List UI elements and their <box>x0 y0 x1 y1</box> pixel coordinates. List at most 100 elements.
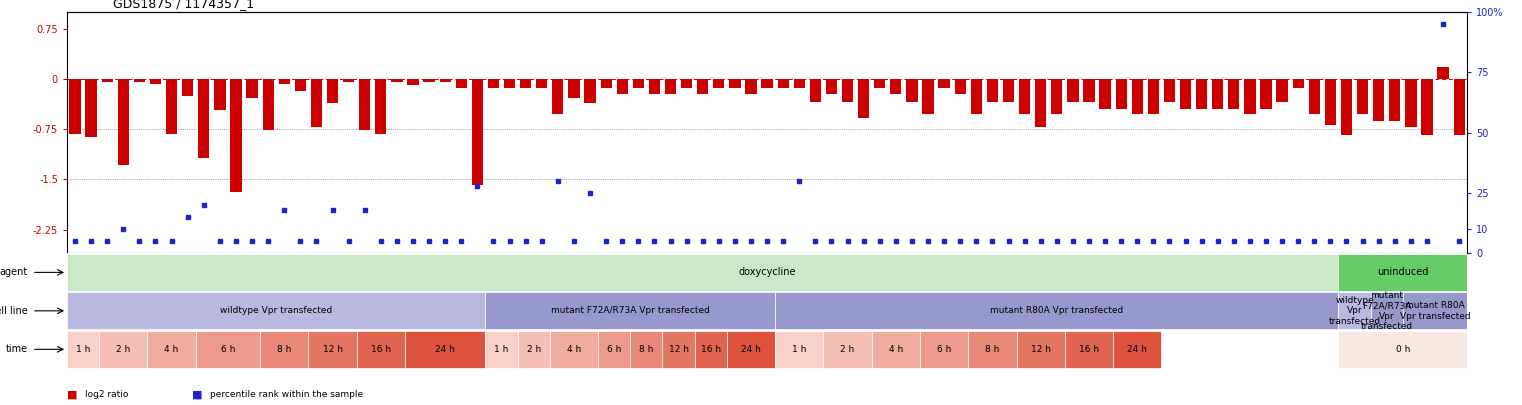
Bar <box>680 79 693 88</box>
Text: 24 h: 24 h <box>435 345 455 354</box>
Bar <box>746 79 756 94</box>
Text: agent: agent <box>0 267 27 277</box>
Text: 8 h: 8 h <box>639 345 653 354</box>
Bar <box>1017 331 1065 368</box>
Bar <box>1164 79 1175 102</box>
Bar <box>198 79 210 158</box>
Bar <box>890 79 901 94</box>
Bar <box>568 79 580 98</box>
Bar <box>1341 79 1352 135</box>
Bar <box>971 79 982 114</box>
Bar <box>405 331 486 368</box>
Text: wildtype Vpr transfected: wildtype Vpr transfected <box>221 306 332 315</box>
Text: 2 h: 2 h <box>840 345 855 354</box>
Bar <box>1358 79 1368 114</box>
Bar <box>166 79 177 134</box>
Bar <box>489 79 499 88</box>
Bar <box>117 79 129 165</box>
Bar <box>1212 79 1224 109</box>
Bar <box>1084 79 1094 102</box>
Bar <box>697 79 708 94</box>
Bar <box>1390 79 1400 121</box>
Text: mutant R80A Vpr transfected: mutant R80A Vpr transfected <box>991 306 1123 315</box>
Bar <box>858 79 869 118</box>
Text: ■: ■ <box>67 390 78 400</box>
Text: time: time <box>6 344 27 354</box>
Bar <box>1116 79 1126 109</box>
Bar <box>584 79 595 103</box>
Bar <box>310 79 323 127</box>
Bar <box>67 331 99 368</box>
Bar <box>1003 79 1014 102</box>
Bar <box>85 79 97 137</box>
Bar <box>1067 79 1079 102</box>
Text: 0 h: 0 h <box>1396 345 1409 354</box>
Bar <box>775 331 823 368</box>
Bar <box>247 79 257 98</box>
Bar <box>775 292 1338 329</box>
Bar <box>215 79 225 110</box>
Bar <box>70 79 81 134</box>
Bar <box>922 79 933 114</box>
Bar <box>408 79 419 85</box>
Bar <box>872 331 919 368</box>
Bar <box>359 79 370 130</box>
Bar <box>440 79 451 82</box>
Bar <box>728 331 775 368</box>
Text: wildtype
Vpr
transfected: wildtype Vpr transfected <box>1329 296 1380 326</box>
Bar <box>517 331 549 368</box>
Bar <box>601 79 612 88</box>
Bar <box>968 331 1017 368</box>
Text: cell line: cell line <box>0 306 27 316</box>
Text: ■: ■ <box>192 390 202 400</box>
Bar <box>1228 79 1239 109</box>
Bar <box>939 79 950 88</box>
Bar <box>630 331 662 368</box>
Bar <box>633 79 644 88</box>
Bar <box>919 331 968 368</box>
Bar <box>134 79 145 82</box>
Bar <box>327 79 338 103</box>
Bar <box>810 79 820 102</box>
Bar <box>1405 79 1417 127</box>
Text: mutant
F72A/R73A
Vpr
transfected: mutant F72A/R73A Vpr transfected <box>1361 291 1412 331</box>
Bar <box>954 79 966 94</box>
Bar <box>1338 254 1467 291</box>
Bar <box>842 79 854 102</box>
Bar <box>295 79 306 91</box>
Text: 6 h: 6 h <box>221 345 234 354</box>
Bar <box>486 331 517 368</box>
Bar <box>648 79 661 94</box>
Bar <box>99 331 148 368</box>
Bar <box>148 331 196 368</box>
Bar <box>1018 79 1030 114</box>
Bar <box>1065 331 1113 368</box>
Bar <box>423 79 435 82</box>
Text: 4 h: 4 h <box>164 345 178 354</box>
Bar <box>598 331 630 368</box>
Bar <box>906 79 918 102</box>
Bar <box>309 331 356 368</box>
Bar <box>1099 79 1111 109</box>
Bar <box>536 79 548 88</box>
Bar <box>1132 79 1143 114</box>
Bar <box>665 79 676 94</box>
Bar <box>342 79 355 82</box>
Bar <box>823 331 872 368</box>
Bar <box>793 79 805 88</box>
Text: 8 h: 8 h <box>277 345 291 354</box>
Bar <box>874 79 886 88</box>
Text: 24 h: 24 h <box>1128 345 1148 354</box>
Bar <box>455 79 467 88</box>
Bar <box>1338 292 1371 329</box>
Bar <box>694 331 728 368</box>
Bar <box>230 79 242 192</box>
Text: GDS1875 / 1174357_1: GDS1875 / 1174357_1 <box>113 0 254 10</box>
Bar <box>616 79 629 94</box>
Bar <box>486 292 775 329</box>
Text: 16 h: 16 h <box>1079 345 1099 354</box>
Bar <box>1292 79 1304 88</box>
Bar <box>1309 79 1320 114</box>
Bar <box>714 79 724 88</box>
Text: log2 ratio: log2 ratio <box>85 390 128 399</box>
